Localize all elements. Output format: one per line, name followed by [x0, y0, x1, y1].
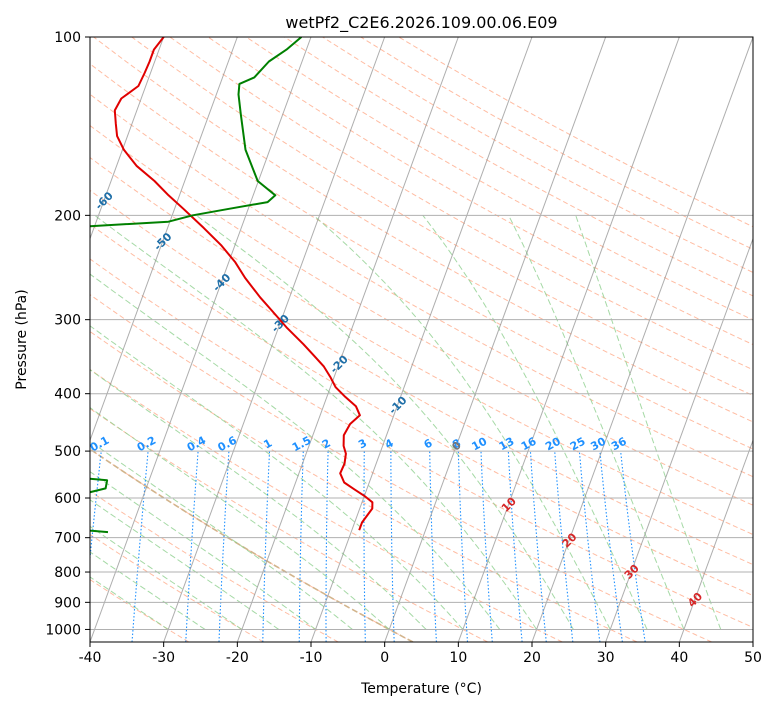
- x-tick-label: -40: [79, 650, 102, 666]
- y-tick-label: 800: [54, 565, 81, 581]
- y-tick-label: 300: [54, 313, 81, 329]
- y-tick-label: 500: [54, 444, 81, 460]
- chart-title: wetPf2_C2E6.2026.109.00.06.E09: [285, 13, 557, 33]
- x-tick-label: -30: [152, 650, 175, 666]
- y-tick-label: 1000: [45, 622, 81, 638]
- y-tick-label: 700: [54, 531, 81, 547]
- y-axis-label: Pressure (hPa): [14, 289, 30, 389]
- y-tick-label: 600: [54, 491, 81, 507]
- x-tick-label: 50: [744, 650, 762, 666]
- x-tick-label: 40: [670, 650, 688, 666]
- x-axis-label: Temperature (°C): [360, 681, 482, 697]
- y-tick-label: 200: [54, 208, 81, 224]
- x-tick-label: 30: [597, 650, 615, 666]
- y-tick-label: 400: [54, 387, 81, 403]
- x-tick-label: 10: [449, 650, 467, 666]
- x-tick-label: -10: [300, 650, 323, 666]
- x-tick-label: -20: [226, 650, 249, 666]
- x-tick-label: 20: [523, 650, 541, 666]
- x-tick-label: 0: [380, 650, 389, 666]
- y-tick-label: 900: [54, 595, 81, 611]
- y-tick-label: 100: [54, 30, 81, 46]
